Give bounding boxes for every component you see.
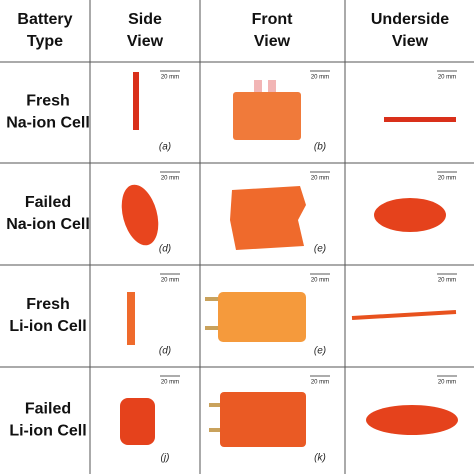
scale-label: 20 mm: [161, 176, 179, 182]
column-header: Underside: [371, 11, 449, 28]
scale-label: 20 mm: [311, 75, 329, 81]
scale-label: 20 mm: [438, 176, 456, 182]
photo-side: [120, 398, 155, 445]
scale-label: 20 mm: [161, 380, 179, 386]
photo-underside: [384, 117, 456, 122]
scale-label: 20 mm: [438, 380, 456, 386]
battery-type: Fresh: [26, 296, 70, 313]
battery-type: Li-ion Cell: [9, 318, 86, 335]
panel-label: (d): [159, 244, 171, 255]
panel-label: (k): [314, 453, 326, 464]
battery-type: Na-ion Cell: [6, 115, 90, 132]
battery-type: Fresh: [26, 93, 70, 110]
tab: [209, 403, 221, 407]
column-header: Side: [128, 11, 162, 28]
column-header: View: [127, 33, 164, 50]
photo-front: [220, 392, 306, 447]
column-header: Battery: [17, 11, 72, 28]
battery-type: Na-ion Cell: [6, 216, 90, 233]
tab: [205, 297, 219, 301]
panel-label: (e): [314, 244, 326, 255]
photo-side: [127, 292, 135, 345]
scale-label: 20 mm: [311, 380, 329, 386]
photo-underside: [374, 198, 446, 232]
panel-label: (a): [159, 142, 171, 153]
battery-type: Failed: [25, 401, 71, 418]
column-header: Type: [27, 33, 63, 50]
photo-side: [133, 72, 139, 130]
column-header: Front: [252, 11, 294, 28]
photo-side: [121, 184, 159, 246]
panel-label: (d): [159, 346, 171, 357]
photo-front: [233, 92, 301, 140]
cell-photos: [120, 72, 458, 447]
tab: [205, 326, 219, 330]
column-header: View: [392, 33, 429, 50]
photo-underside: [366, 405, 458, 435]
scale-label: 20 mm: [438, 278, 456, 284]
photo-front: [230, 186, 306, 250]
panel-label: (j): [161, 453, 170, 464]
panel-label: (e): [314, 346, 326, 357]
battery-type: Li-ion Cell: [9, 423, 86, 440]
tab: [254, 80, 262, 94]
panel-label: (b): [314, 142, 326, 153]
battery-type: Failed: [25, 194, 71, 211]
scale-label: 20 mm: [161, 75, 179, 81]
scale-label: 20 mm: [311, 278, 329, 284]
column-header: View: [254, 33, 291, 50]
tab: [268, 80, 276, 94]
tab: [209, 428, 221, 432]
scale-label: 20 mm: [438, 75, 456, 81]
photo-front: [218, 292, 306, 342]
photo-underside: [351, 310, 457, 320]
scale-label: 20 mm: [161, 278, 179, 284]
scale-label: 20 mm: [311, 176, 329, 182]
